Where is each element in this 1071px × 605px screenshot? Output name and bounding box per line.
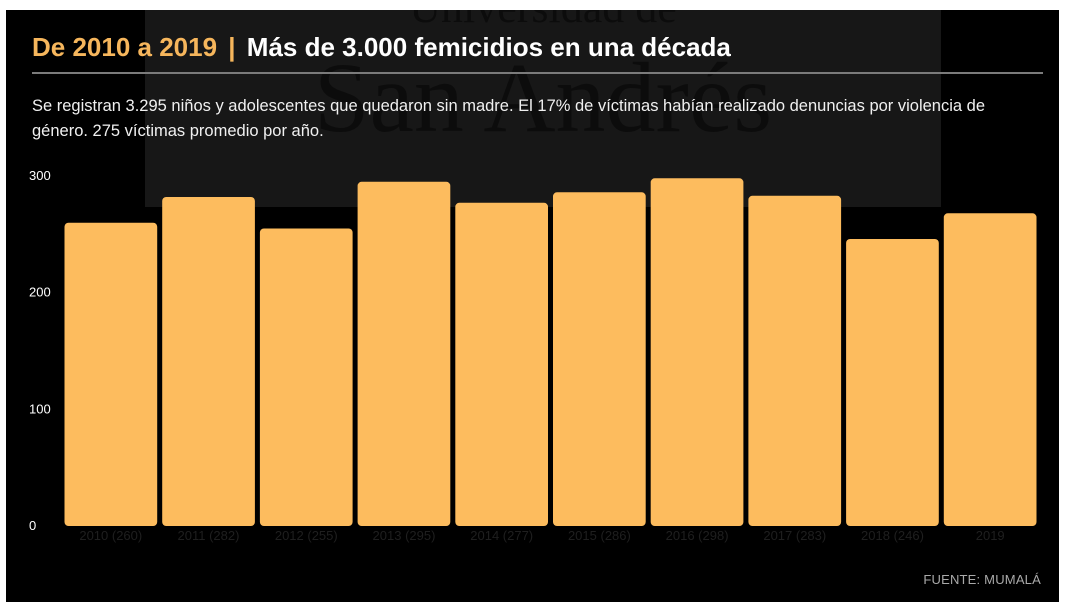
y-tick-label: 100 — [29, 401, 51, 416]
bar — [553, 192, 646, 527]
x-tick-label: 2012 (255) — [275, 528, 338, 543]
bar — [846, 239, 939, 526]
x-tick-label: 2011 (282) — [178, 528, 240, 543]
bar — [64, 222, 158, 526]
x-tick-label: 2018 (246) — [861, 528, 924, 543]
bar — [943, 213, 1037, 527]
bar — [748, 195, 842, 527]
bar-chart: 0 100 200 300 2010 (260) 2011 (282) 2012 (255)… — [29, 168, 1037, 543]
bar — [357, 181, 451, 527]
x-tick-label: 2016 (298) — [666, 528, 729, 543]
chart-frame: Universidad de San Andrés De 2010 a 2019… — [6, 10, 1059, 602]
bar — [650, 178, 744, 527]
bar — [259, 228, 353, 526]
x-tick-label: 2017 (283) — [763, 528, 826, 543]
source-label: FUENTE: MUMALÁ — [923, 572, 1041, 587]
y-tick-label: 300 — [29, 168, 51, 183]
bar — [455, 202, 548, 527]
y-tick-label: 200 — [29, 285, 51, 300]
x-tick-label: 2019 — [976, 528, 1005, 543]
title-accent: De 2010 a 2019 — [32, 32, 218, 62]
chart-subtitle: Se registran 3.295 niños y adolescentes … — [32, 97, 986, 140]
title-main: Más de 3.000 femicidios en una década — [246, 32, 731, 62]
title-separator: | — [228, 32, 236, 62]
x-tick-label: 2015 (286) — [568, 528, 631, 543]
title-divider — [32, 72, 1043, 74]
x-tick-label: 2010 (260) — [79, 528, 142, 543]
x-tick-label: 2014 (277) — [470, 528, 533, 543]
y-tick-label: 0 — [29, 518, 36, 533]
chart-title: De 2010 a 2019 | Más de 3.000 femicidios… — [32, 32, 731, 63]
x-tick-label: 2013 (295) — [373, 528, 436, 543]
bar — [162, 197, 255, 526]
